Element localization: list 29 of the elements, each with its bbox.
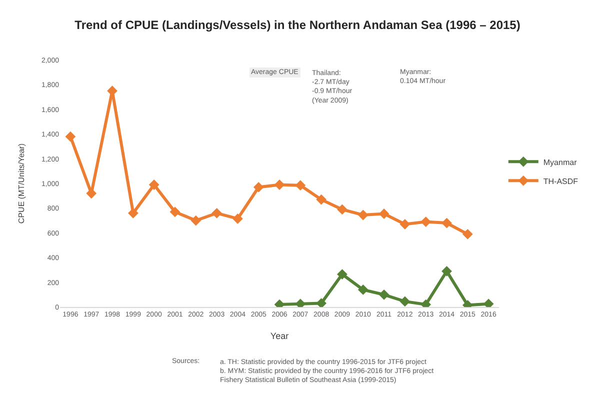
point xyxy=(337,204,348,215)
point xyxy=(442,218,452,228)
point xyxy=(190,215,202,226)
point xyxy=(337,269,348,280)
point xyxy=(400,219,410,230)
point xyxy=(358,210,368,220)
point xyxy=(65,131,76,142)
point xyxy=(358,284,368,295)
point xyxy=(378,208,390,219)
point xyxy=(232,214,243,224)
point xyxy=(462,228,473,240)
chart-title: Trend of CPUE (Landings/Vessels) in the Northern Andaman Sea (1996 – 2015) xyxy=(74,18,520,32)
point xyxy=(295,180,306,191)
point xyxy=(128,208,138,218)
x-axis-title: Year xyxy=(270,331,289,342)
point xyxy=(442,266,452,276)
point xyxy=(316,194,327,205)
point xyxy=(212,208,222,218)
point xyxy=(420,216,432,227)
legend-label: TH-ASDF xyxy=(543,176,578,186)
point xyxy=(316,298,327,307)
point xyxy=(148,180,160,190)
legend-label: Myanmar xyxy=(543,158,578,167)
point xyxy=(378,289,390,300)
point xyxy=(274,180,285,190)
point xyxy=(170,206,180,218)
point xyxy=(400,296,410,307)
point xyxy=(253,182,264,192)
y-axis-title: CPUE (MT/Units/Year) xyxy=(17,143,26,224)
